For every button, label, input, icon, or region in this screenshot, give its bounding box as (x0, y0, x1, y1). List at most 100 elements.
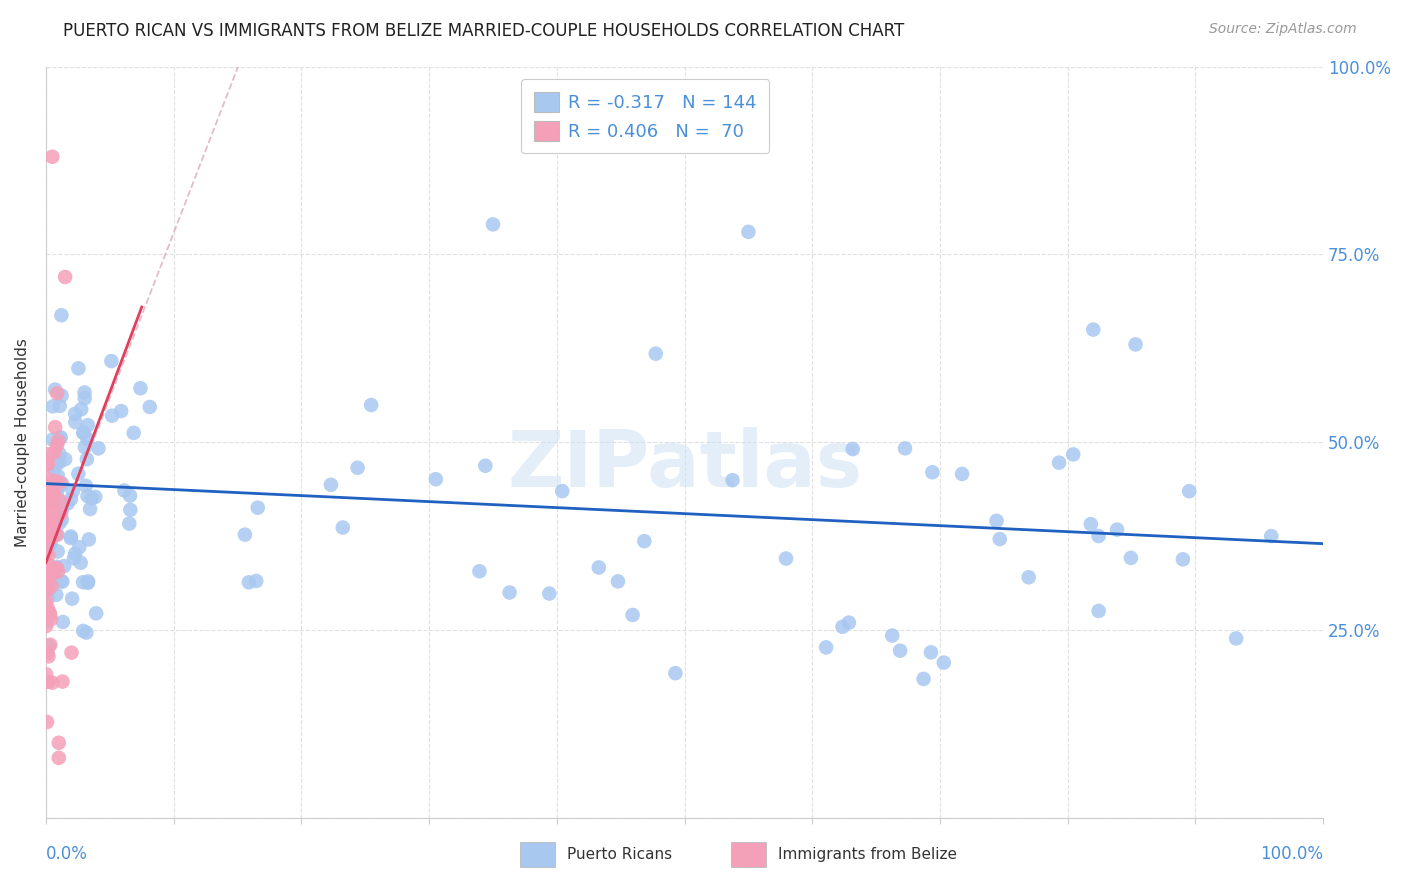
Point (59, 530, 82, 544)
Point (62, 483, 84, 498)
Y-axis label: Married-couple Households: Married-couple Households (15, 338, 30, 547)
Point (35, 583, 58, 598)
Point (45, 439, 67, 453)
Point (41, 499, 63, 513)
Point (53, 559, 76, 574)
Point (73, 385, 96, 400)
Point (37, 517, 59, 532)
Point (63, 547, 86, 561)
Point (38, 582, 60, 596)
Point (48, 447, 70, 461)
Point (49, 494, 72, 508)
Point (37, 573, 59, 587)
Point (49, 475, 72, 490)
Point (921, 465, 943, 479)
Point (41, 480, 63, 494)
Point (80, 491, 103, 506)
Point (35, 488, 58, 502)
Point (38, 639, 60, 653)
Point (37, 458, 59, 472)
Point (39, 486, 62, 500)
Point (39, 507, 62, 521)
Point (48, 751, 70, 765)
Point (37, 571, 59, 585)
Text: PUERTO RICAN VS IMMIGRANTS FROM BELIZE MARRIED-COUPLE HOUSEHOLDS CORRELATION CHA: PUERTO RICAN VS IMMIGRANTS FROM BELIZE M… (63, 22, 904, 40)
Point (425, 472, 447, 486)
Point (49, 399, 72, 413)
Point (41, 566, 63, 581)
Point (110, 404, 132, 418)
Point (51, 574, 73, 589)
Point (42, 520, 65, 534)
Point (35, 457, 58, 471)
Point (60, 591, 83, 606)
Point (60, 646, 83, 660)
Point (35, 667, 58, 681)
Point (35, 556, 58, 570)
Point (551, 484, 574, 499)
Point (49, 430, 72, 444)
Point (35, 594, 58, 608)
Point (238, 575, 260, 590)
Point (37, 447, 59, 461)
Point (49, 478, 72, 492)
Point (72, 425, 94, 440)
Point (538, 586, 561, 600)
Point (52, 615, 75, 629)
Point (842, 442, 865, 456)
Point (39, 612, 62, 626)
Point (84, 607, 107, 621)
Point (45, 559, 67, 574)
Point (76, 432, 98, 446)
Point (77, 574, 100, 589)
Point (42, 565, 65, 579)
Text: Puerto Ricans: Puerto Ricans (567, 847, 672, 862)
Point (72, 575, 94, 590)
Point (41, 528, 63, 542)
Point (360, 398, 382, 412)
Point (37, 530, 59, 544)
Point (39, 638, 62, 652)
Point (59, 492, 82, 507)
Point (41, 579, 63, 593)
Point (889, 643, 911, 657)
Point (332, 520, 354, 534)
Point (120, 503, 142, 517)
Point (35, 476, 58, 491)
Point (35, 583, 58, 598)
Point (38, 524, 60, 539)
Point (129, 381, 152, 395)
Point (41, 521, 63, 535)
Point (65, 415, 87, 429)
Point (49, 574, 72, 588)
Text: 100.0%: 100.0% (1260, 846, 1323, 863)
Point (468, 564, 491, 578)
Point (1018, 570, 1040, 584)
Point (831, 620, 853, 634)
Point (37, 674, 59, 689)
Point (45, 485, 67, 500)
Point (67, 540, 90, 554)
Point (38, 538, 60, 552)
Point (75, 479, 97, 493)
Point (67, 467, 90, 481)
Point (42, 458, 65, 472)
Point (42, 482, 65, 496)
Point (894, 442, 917, 456)
Point (48, 736, 70, 750)
Point (664, 666, 686, 681)
Point (46, 527, 69, 541)
Point (70, 402, 93, 417)
Point (118, 516, 141, 531)
Point (42, 510, 65, 524)
Point (35, 714, 58, 729)
Point (84, 490, 107, 504)
Point (79, 502, 101, 516)
Text: 0.0%: 0.0% (46, 846, 87, 863)
Point (44, 383, 66, 397)
Point (46, 565, 69, 579)
Point (77, 533, 100, 547)
Point (41, 489, 63, 503)
Point (67, 361, 90, 376)
Point (51, 388, 73, 402)
